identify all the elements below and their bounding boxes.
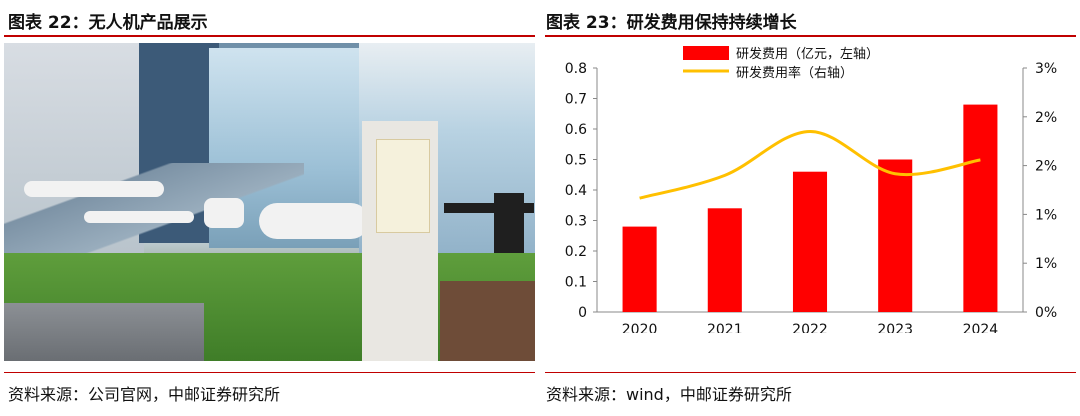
left-tick-label: 0.6 xyxy=(565,122,587,138)
legend-label-bar: 研发费用（亿元，左轴） xyxy=(736,46,879,62)
bar-2022 xyxy=(792,171,828,312)
legend-label-line: 研发费用率（右轴） xyxy=(736,65,853,81)
bar-2020 xyxy=(622,226,657,312)
rd-expense-chart: 0 0.1 0.2 0.3 0.4 0.5 0.6 0.7 0.8 0% 1% 1% 2% 2% 3% 2… xyxy=(565,46,1057,333)
figure-22-title: 图表 22：无人机产品展示 xyxy=(8,13,208,33)
x-tick-label: 2022 xyxy=(792,322,828,333)
title-rule-right xyxy=(545,35,1076,37)
x-tick-label: 2021 xyxy=(707,322,743,333)
left-tick-label: 0.1 xyxy=(565,275,587,291)
figure-23-title: 图表 23：研发费用保持持续增长 xyxy=(546,13,797,33)
x-tick-label: 2024 xyxy=(963,322,999,333)
bar-2023 xyxy=(878,159,913,312)
title-rule-left xyxy=(4,35,535,37)
chart-legend: 研发费用（亿元，左轴） 研发费用率（右轴） xyxy=(683,46,879,81)
drone-exhibition-photo xyxy=(4,43,535,361)
bar-series xyxy=(622,104,998,312)
left-tick-label: 0.2 xyxy=(565,244,587,260)
figure-23-source: 资料来源：wind，中邮证券研究所 xyxy=(546,385,792,404)
right-axis-ticks: 0% 1% 1% 2% 2% 3% xyxy=(1023,61,1057,321)
source-rule-left xyxy=(4,372,535,373)
right-tick-label: 1% xyxy=(1035,207,1057,223)
left-tick-label: 0.8 xyxy=(565,61,587,77)
bar-2021 xyxy=(707,208,742,312)
right-tick-label: 1% xyxy=(1035,256,1057,272)
right-tick-label: 3% xyxy=(1035,61,1057,77)
left-axis-ticks: 0 0.1 0.2 0.3 0.4 0.5 0.6 0.7 0.8 xyxy=(565,61,597,321)
x-tick-label: 2020 xyxy=(622,322,658,333)
bar-2024 xyxy=(963,104,998,312)
right-tick-label: 0% xyxy=(1035,305,1057,321)
left-tick-label: 0.5 xyxy=(565,153,587,169)
left-tick-label: 0 xyxy=(578,305,587,321)
right-tick-label: 2% xyxy=(1035,159,1057,175)
left-tick-label: 0.4 xyxy=(565,183,587,199)
left-tick-label: 0.7 xyxy=(565,92,587,108)
figure-22-source: 资料来源：公司官网，中邮证券研究所 xyxy=(8,385,281,404)
legend-swatch-bar xyxy=(683,46,729,60)
source-rule-right xyxy=(545,372,1076,373)
rd-rate-line xyxy=(639,129,981,200)
x-tick-label: 2023 xyxy=(877,322,913,333)
right-tick-label: 2% xyxy=(1035,110,1057,126)
x-axis-ticks: 2020 2021 2022 2023 2024 xyxy=(622,322,999,333)
left-tick-label: 0.3 xyxy=(565,214,587,230)
